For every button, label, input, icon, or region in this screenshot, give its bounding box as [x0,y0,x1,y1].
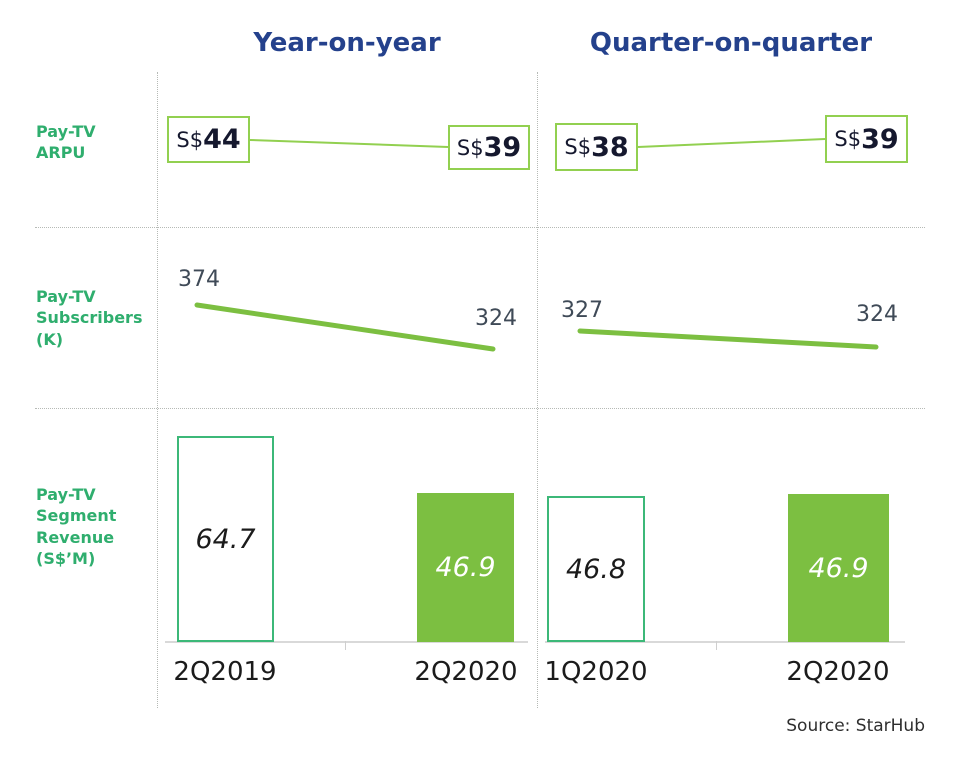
subscribers-yoy-trend-line [194,302,496,352]
qoq-baseline-axis [545,641,905,643]
arpu-yoy-2q2020-box: S$ 39 [448,125,530,170]
revenue-bar-value: 46.9 [808,552,869,584]
currency-prefix: S$ [834,127,862,151]
revenue-bar-yoy-2q2019: 64.7 [177,436,274,642]
qoq-axis-tick [716,641,717,650]
revenue-bar-qoq-2q2020: 46.9 [788,494,889,642]
revenue-bar-yoy-2q2020: 46.9 [417,493,514,642]
arpu-value: 39 [483,132,522,163]
subscribers-yoy-2q2019-value: 374 [178,267,220,292]
revenue-bar-value: 64.7 [195,523,256,555]
revenue-bar-value: 46.9 [435,552,496,583]
row-separator-arpu-subscribers [35,227,925,228]
currency-prefix: S$ [456,135,484,160]
arpu-yoy-2q2019-box: S$ 44 [167,116,250,163]
x-label-qoq-2q2020: 2Q2020 [786,657,890,687]
arpu-qoq-2q2020-box: S$ 39 [825,115,908,163]
qoq-panel-axis-line [537,72,538,708]
x-label-yoy-2q2020: 2Q2020 [414,657,518,687]
arpu-yoy-connector-line [249,139,449,148]
row-separator-subscribers-revenue [35,408,925,409]
currency-prefix: S$ [564,135,592,159]
yoy-baseline-axis [165,641,528,643]
subscribers-qoq-2q2020-value: 324 [856,302,898,327]
revenue-bar-value: 46.8 [565,553,627,585]
arpu-qoq-1q2020-box: S$ 38 [555,123,638,171]
source-attribution: Source: StarHub [786,716,925,736]
arpu-qoq-connector-line [637,138,826,148]
subscribers-qoq-1q2020-value: 327 [561,298,603,323]
row-label-pay-tv-segment-revenue: Pay-TV Segment Revenue (S$’M) [36,485,117,568]
subscribers-qoq-trend-line [577,328,879,350]
row-label-pay-tv-arpu: Pay-TV ARPU [36,122,96,163]
x-label-qoq-1q2020: 1Q2020 [544,657,648,687]
column-title-year-on-year: Year-on-year [253,28,441,58]
row-label-pay-tv-subscribers: Pay-TV Subscribers (K) [36,287,143,349]
arpu-value: 38 [591,131,629,163]
yoy-axis-tick [345,641,346,650]
subscribers-yoy-2q2020-value: 324 [475,306,517,331]
arpu-value: 39 [861,123,899,155]
yoy-panel-axis-line [157,72,158,708]
revenue-bar-qoq-1q2020: 46.8 [547,496,645,642]
column-title-quarter-on-quarter: Quarter-on-quarter [589,28,873,58]
arpu-value: 44 [203,124,241,155]
currency-prefix: S$ [176,127,204,152]
x-label-yoy-2q2019: 2Q2019 [173,657,277,687]
